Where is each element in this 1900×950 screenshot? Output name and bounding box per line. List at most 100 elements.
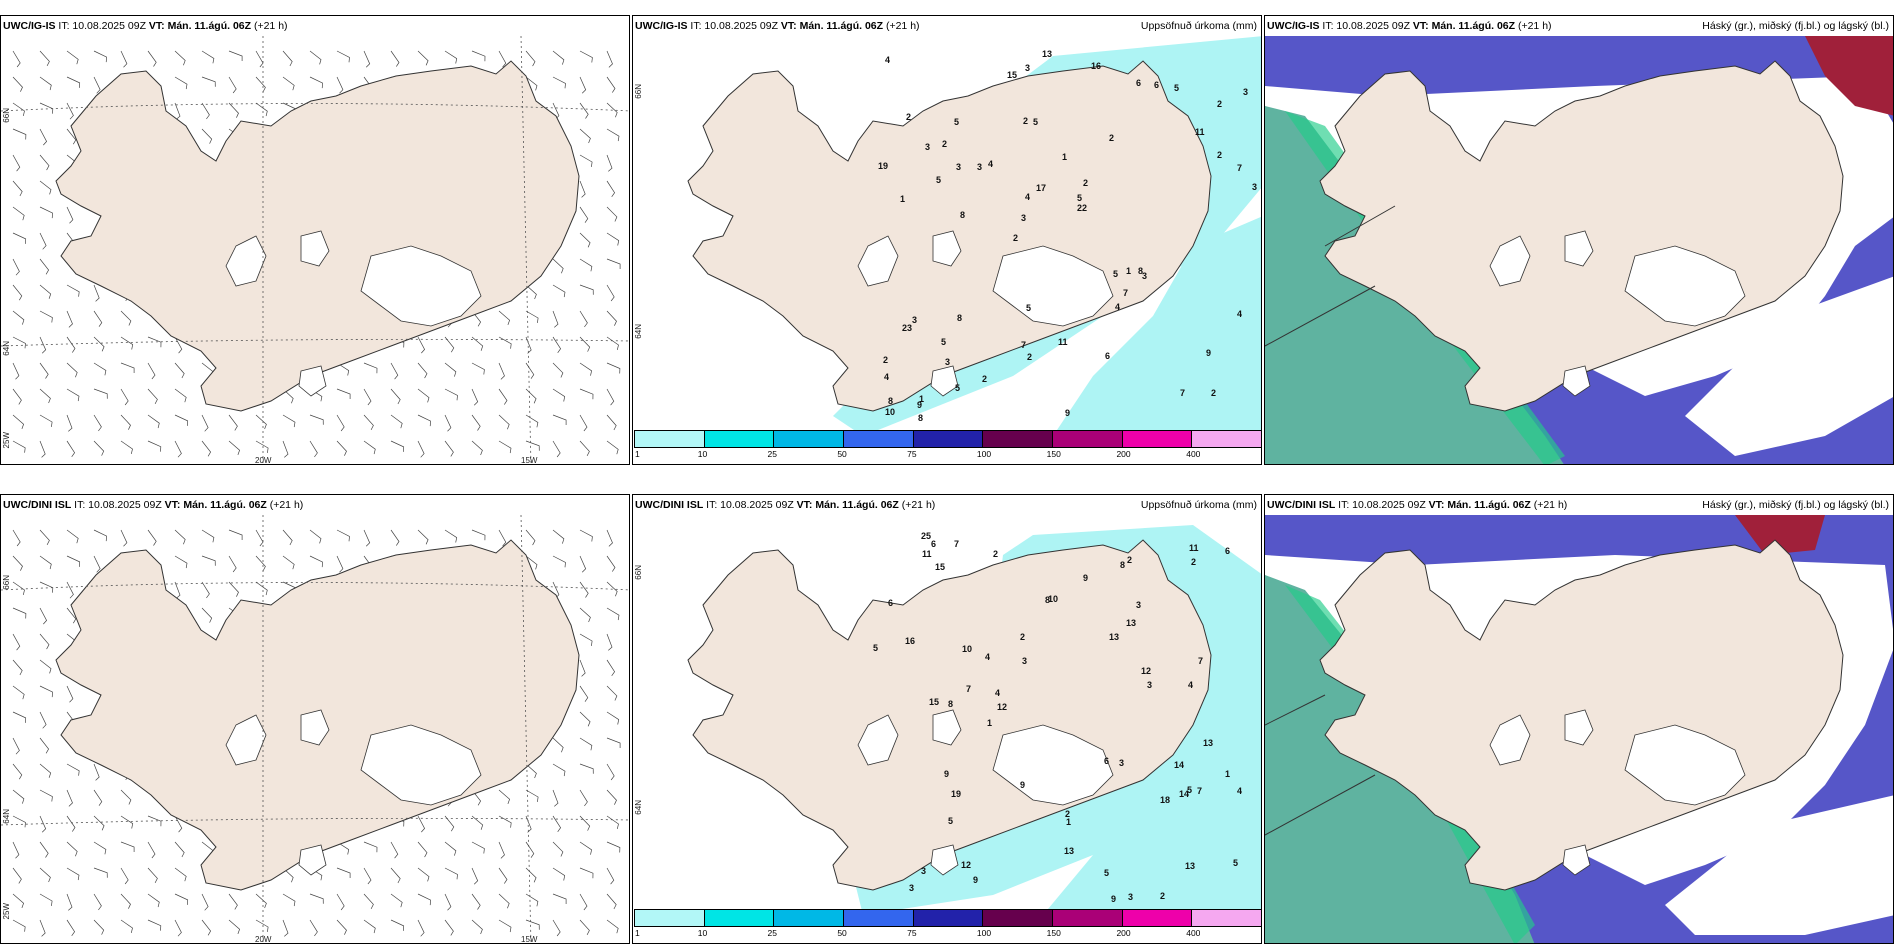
precip-value: 17 [1036,183,1046,193]
legend-tick-label: 200 [1116,449,1131,459]
wind-barb [579,336,591,352]
legend-swatch [1192,431,1261,447]
wind-barb [417,893,431,906]
lon-15-label: 15W [521,456,538,465]
wind-barb [390,529,400,546]
wind-barb [228,50,243,61]
precip-value: 16 [905,636,915,646]
precip-value: 11 [1058,337,1068,347]
wind-barb [471,893,481,910]
precip-legend [634,909,1261,927]
precip-value: 11 [1189,543,1199,553]
legend-swatch [774,431,845,447]
glacier-outline [932,709,962,746]
wind-barb [12,206,25,221]
wind-barb [444,50,458,64]
precip-value: 2 [1191,557,1196,567]
wind-barb [390,867,401,884]
wind-barb [174,414,189,426]
wind-barb [174,388,187,403]
wind-map-panel-bottom: UWC/DINI ISL IT: 10.08.2025 09Z VT: Mán.… [0,494,630,944]
wind-barb [579,919,590,936]
wind-barb [363,388,372,406]
wind-barb [309,893,324,904]
wind-barb [39,310,53,323]
wind-barb [12,284,23,301]
legend-tick-label: 75 [907,449,917,459]
wind-barb [579,440,590,457]
wind-barb [12,841,20,859]
wind-barb [552,893,567,904]
precip-value: 2 [993,549,998,559]
precip-value: 4 [1237,786,1242,796]
lat-64-label: 64N [634,324,643,339]
wind-barb [66,310,73,328]
lon-15-label: 15W [521,935,538,944]
wind-barb [606,685,618,701]
wind-barb [552,529,565,544]
wind-barb [201,919,212,936]
wind-barb [282,555,295,570]
clear-area-se [1665,795,1893,935]
cloud-map-panel-bottom: UWC/DINI ISL IT: 10.08.2025 09Z VT: Mán.… [1264,494,1894,944]
glacier-outline [932,230,962,267]
wind-barb [363,893,374,910]
precip-value: 10 [962,644,972,654]
wind-barb [66,893,73,911]
wind-barb [201,440,212,457]
precip-value: 19 [878,161,888,171]
wind-barb [93,893,102,911]
wind-barb [120,336,134,350]
precip-value: 3 [1136,600,1141,610]
wind-map-panel-top: UWC/IG-IS IT: 10.08.2025 09Z VT: Mán. 11… [0,15,630,465]
precip-value: 1 [900,194,905,204]
wind-barb [12,258,20,276]
precip-value: 2 [1217,99,1222,109]
wind-barb [552,919,561,937]
panel-header: UWC/DINI ISL IT: 10.08.2025 09Z VT: Mán.… [1267,499,1568,511]
wind-barb [120,893,131,909]
wind-barb [93,336,105,352]
wind-barb [201,128,213,144]
wind-barb [282,414,296,428]
wind-barb [390,893,403,908]
wind-barb [147,893,160,908]
wind-barb [579,388,594,400]
wind-barb [120,50,128,68]
wind-barb [228,414,238,431]
wind-barb [390,388,401,405]
wind-barb [336,388,351,399]
wind-barb [12,789,25,804]
wind-barb [147,362,156,380]
legend-swatch [635,910,705,926]
precip-legend-ticks: 1 10 25 50 75 100 150 200 400 [634,449,1261,461]
wind-barb [552,76,566,89]
wind-barb [390,841,399,859]
wind-barb [471,815,484,830]
precip-value: 9 [917,400,922,410]
wind-barb [336,841,350,855]
precip-value: 2 [1020,632,1025,642]
wind-barb [417,841,428,858]
wind-barb [228,555,237,573]
wind-barb [606,232,620,246]
wind-barb [498,789,511,805]
wind-barb [12,76,23,92]
precip-value: 7 [1197,786,1202,796]
lon-20-label: 20W [255,935,272,944]
wind-barb [579,414,588,432]
precip-value: 1 [1126,266,1131,276]
wind-barb [579,737,593,751]
wind-barb [525,919,540,930]
wind-barb [66,607,77,624]
precip-value: 3 [921,866,926,876]
wind-barb [606,763,615,781]
wind-barb [39,128,48,146]
wind-barb [12,232,27,244]
glaciers [225,709,482,876]
precip-value: 6 [1154,80,1159,90]
wind-barb [417,50,429,66]
precip-value: 2 [1013,233,1018,243]
wind-barb [228,76,237,94]
wind-barb [39,685,53,698]
